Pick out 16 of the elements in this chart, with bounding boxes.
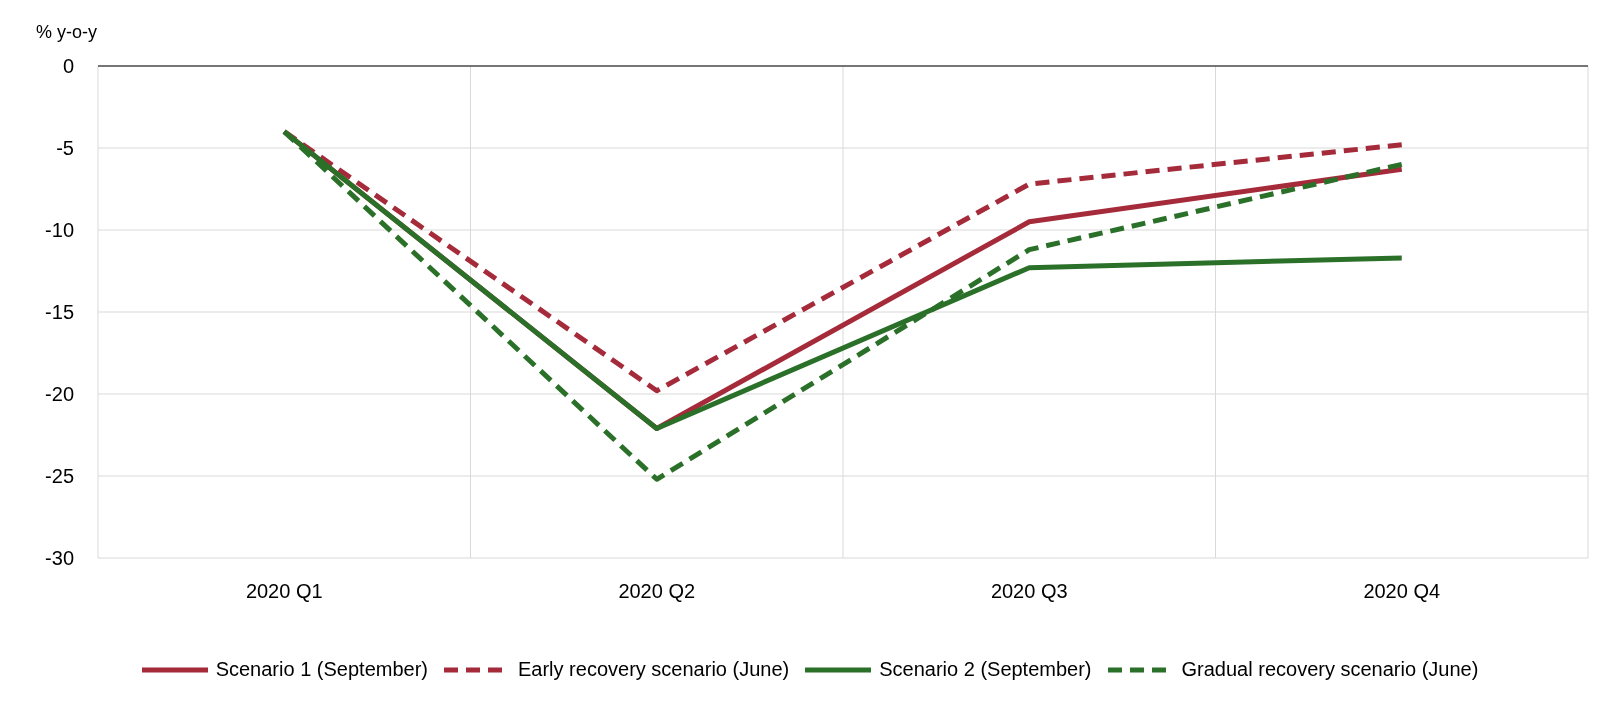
- legend-label: Scenario 1 (September): [215, 658, 428, 681]
- y-tick-label: -30: [45, 547, 74, 569]
- y-tick-label: -10: [45, 219, 74, 241]
- y-tick-label: -20: [45, 383, 74, 405]
- x-tick-label: 2020 Q2: [618, 580, 696, 602]
- legend-label: Gradual recovery scenario (June): [1181, 658, 1479, 681]
- x-tick-label: 2020 Q3: [990, 580, 1068, 602]
- legend-label: Scenario 2 (September): [879, 658, 1092, 681]
- x-tick-label: 2020 Q1: [245, 580, 323, 602]
- y-tick-label: 0: [62, 55, 74, 77]
- legend-label: Early recovery scenario (June): [517, 658, 790, 681]
- x-tick-label: 2020 Q4: [1363, 580, 1441, 602]
- y-tick-label: -25: [45, 465, 74, 487]
- y-tick-label: -5: [56, 137, 74, 159]
- y-tick-label: -15: [45, 301, 74, 323]
- y-axis-title: % y-o-y: [36, 22, 98, 42]
